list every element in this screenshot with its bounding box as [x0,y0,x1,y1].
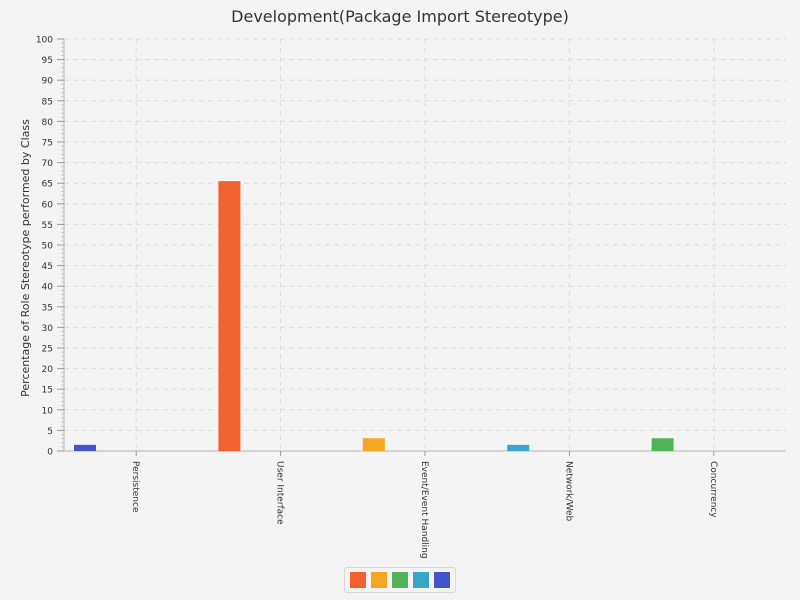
y-tick-label: 10 [42,406,54,416]
bar [362,438,385,451]
x-tick-label: Concurrency [708,461,718,518]
y-tick-label: 45 [42,262,53,272]
legend-swatch [392,572,408,588]
legend [344,567,456,593]
y-tick-label: 40 [42,283,54,293]
bar [74,444,96,451]
y-tick-label: 50 [42,242,54,252]
y-tick-label: 55 [42,221,53,231]
legend-swatch [350,572,366,588]
bar [651,438,674,451]
y-tick-label: 20 [42,365,54,375]
y-axis-label: Percentage of Role Stereotype performed … [19,119,32,397]
legend-swatch [413,572,429,588]
y-tick-label: 60 [42,200,54,210]
y-tick-label: 15 [42,386,53,396]
y-tick-label: 35 [42,303,53,313]
y-tick-label: 70 [42,159,54,169]
y-tick-label: 65 [42,180,53,190]
bar [218,181,241,451]
legend-swatch [434,572,450,588]
y-tick-label: 100 [36,36,53,46]
axis-layer: 0 5 10 15 20 25 30 35 40 45 50 55 60 65 70 75 80 85 90 95 10… [36,36,786,559]
x-tick-label: Event/Event Handling [419,461,429,559]
y-tick-label: 0 [47,448,53,458]
y-tick-label: 95 [42,56,53,66]
bar [507,444,530,451]
x-tick-label: Persistence [130,461,140,513]
x-tick-label: User Interface [275,461,285,525]
y-tick-label: 85 [42,97,53,107]
grid-layer [64,38,786,451]
legend-swatch [371,572,387,588]
y-tick-label: 75 [42,139,53,149]
y-tick-label: 80 [42,118,54,128]
bar-layer [74,181,674,451]
y-tick-label: 5 [47,427,53,437]
chart-title: Development(Package Import Stereotype) [231,7,569,26]
y-tick-label: 25 [42,345,53,355]
y-tick-label: 30 [42,324,54,334]
y-tick-label: 90 [42,77,54,87]
x-tick-label: Network/Web [563,461,573,522]
